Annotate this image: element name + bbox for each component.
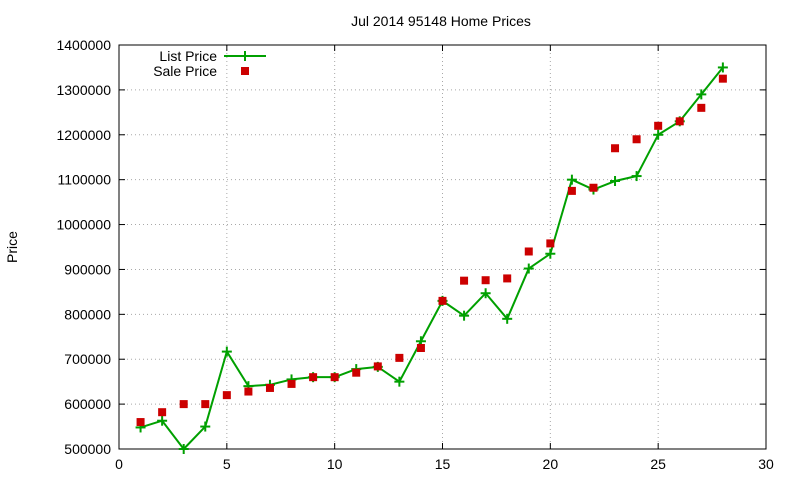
sale-price-point	[244, 387, 253, 396]
sale-price-point	[567, 186, 576, 195]
y-tick-label: 800000	[64, 306, 111, 322]
series-sale-price	[136, 74, 727, 427]
x-tick-label: 15	[435, 456, 451, 472]
y-ticks: 500000 600000 700000 800000 900000 1000000 110…	[56, 37, 766, 457]
list-price-point	[502, 313, 513, 324]
list-price-point	[394, 376, 405, 387]
sale-price-point	[136, 418, 145, 427]
list-price-point	[717, 62, 728, 73]
sale-price-point	[222, 391, 231, 400]
sale-price-point	[460, 276, 469, 285]
x-tick-label: 0	[115, 456, 123, 472]
legend-label-list-price: List Price	[159, 48, 217, 64]
sale-price-point	[611, 144, 620, 153]
y-tick-label: 900000	[64, 261, 111, 277]
sale-price-point	[675, 117, 684, 126]
y-tick-label: 500000	[64, 441, 111, 457]
sale-price-point	[352, 368, 361, 377]
sale-price-point	[546, 239, 555, 248]
sale-price-point	[589, 183, 598, 192]
sale-price-point	[416, 344, 425, 352]
list-price-point	[653, 129, 664, 140]
sale-price-point	[309, 373, 318, 382]
x-ticks: 0 5 10 15 20 25 30	[115, 45, 774, 472]
sale-price-point	[395, 353, 404, 362]
sale-price-point	[524, 247, 533, 256]
sale-price-point	[438, 296, 447, 305]
sale-price-point	[373, 362, 382, 371]
list-price-point	[696, 89, 707, 100]
sale-price-point	[632, 135, 641, 144]
y-tick-label: 700000	[64, 351, 111, 367]
sale-price-point	[697, 103, 706, 112]
plot-frame	[118, 44, 767, 450]
x-tick-label: 25	[650, 456, 666, 472]
list-price-point	[200, 421, 211, 432]
legend-label-sale-price: Sale Price	[153, 63, 217, 79]
sale-price-point	[330, 373, 339, 382]
list-price-point	[610, 176, 621, 187]
list-price-line	[140, 66, 724, 450]
x-tick-label: 10	[327, 456, 343, 472]
sale-price-point	[179, 400, 188, 409]
y-axis-label: Price	[4, 231, 20, 263]
sale-price-point	[265, 383, 274, 392]
sale-price-point	[287, 379, 296, 388]
y-tick-label: 600000	[64, 396, 111, 412]
list-price-point	[566, 174, 577, 185]
chart-title: Jul 2014 95148 Home Prices	[351, 13, 531, 29]
list-price-point	[545, 248, 556, 259]
sale-price-point	[503, 274, 512, 283]
list-price-point	[523, 263, 534, 274]
list-price-point	[631, 171, 642, 182]
sale-price-point	[718, 74, 727, 83]
sale-price-point	[481, 276, 490, 285]
list-price-point	[480, 288, 491, 299]
x-tick-label: 30	[758, 456, 774, 472]
x-tick-label: 5	[223, 456, 231, 472]
y-tick-label: 1100000	[58, 172, 112, 188]
y-tick-label: 1400000	[56, 37, 111, 53]
y-tick-label: 1200000	[56, 127, 111, 143]
list-price-point	[178, 444, 189, 454]
sale-price-point	[158, 408, 167, 417]
list-price-point	[157, 415, 168, 426]
y-tick-label: 1000000	[56, 217, 111, 233]
legend-marker-sale-price	[241, 67, 249, 75]
list-price-point	[459, 310, 470, 321]
y-tick-label: 1300000	[56, 82, 111, 98]
legend: List Price Sale Price	[153, 48, 266, 79]
x-tick-label: 20	[543, 456, 559, 472]
list-price-point	[221, 346, 232, 357]
sale-price-point	[201, 400, 210, 409]
sale-price-point	[654, 121, 663, 130]
